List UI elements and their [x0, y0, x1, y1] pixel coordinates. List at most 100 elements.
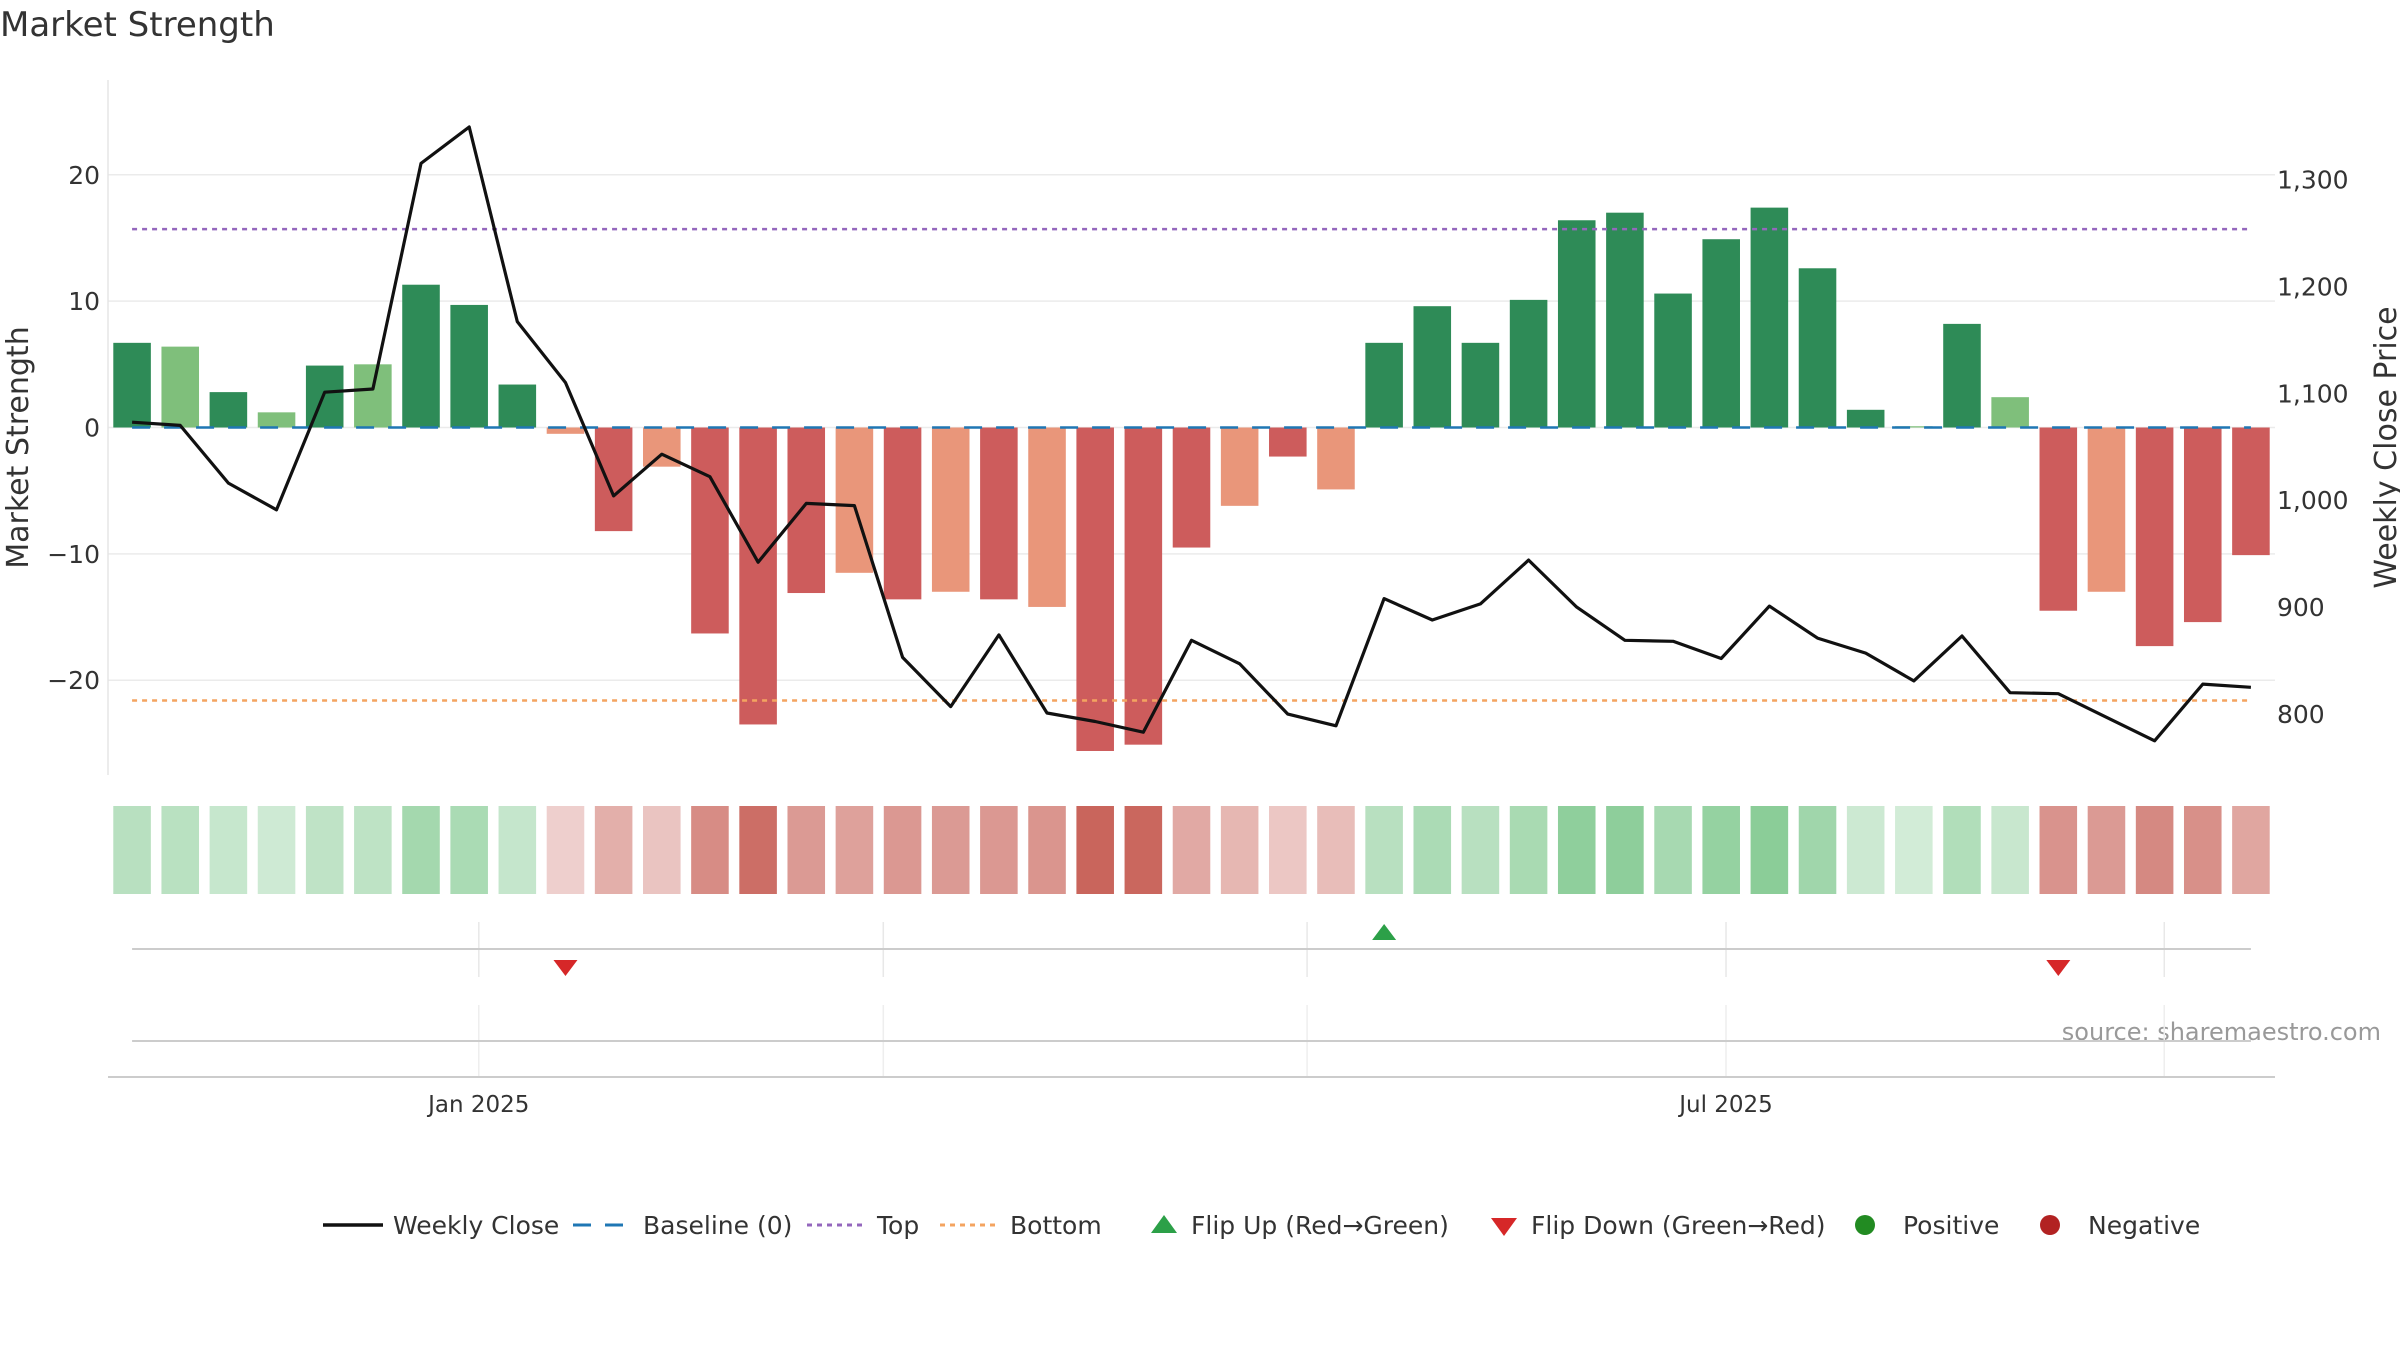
heatmap-cell	[1172, 806, 1211, 894]
weekly-close-series	[131, 125, 2252, 743]
heatmap-cell	[209, 806, 248, 894]
legend-swatch-flip-up	[1151, 1215, 1177, 1233]
strength-bar	[1846, 409, 1885, 428]
legend-label: Bottom	[1010, 1211, 1102, 1240]
flip-down-marker	[553, 960, 578, 976]
heatmap-cell	[931, 806, 970, 894]
legend-label: Top	[876, 1211, 919, 1240]
heatmap-cell	[1654, 806, 1692, 894]
legend-item-negative: Negative	[2040, 1211, 2200, 1240]
heatmap-cell	[2135, 806, 2174, 894]
strength-bar	[1076, 427, 1114, 751]
heatmap-cell	[1846, 806, 1885, 894]
strength-bar	[1750, 207, 1789, 428]
legend-item-flip_up: Flip Up (Red→Green)	[1151, 1211, 1449, 1240]
strength-bar	[113, 342, 151, 428]
flip-down-marker	[2046, 960, 2071, 976]
strength-bar	[1220, 427, 1259, 506]
heatmap-cell	[498, 806, 537, 894]
strength-bar	[2087, 427, 2126, 592]
legend-item-top: Top	[807, 1211, 919, 1240]
heatmap-cell	[305, 806, 344, 894]
legend-item-flip_down: Flip Down (Green→Red)	[1491, 1211, 1826, 1240]
strength-bar	[787, 427, 826, 594]
strength-bar	[1557, 220, 1596, 428]
heatmap-cell	[1895, 806, 1933, 894]
heatmap-cell	[354, 806, 392, 894]
strength-bar	[546, 427, 585, 434]
strength-bar	[1317, 427, 1355, 490]
y-tick-label: 0	[84, 414, 100, 443]
strength-bar	[1172, 427, 1211, 548]
y2-tick-label: 800	[2277, 700, 2325, 729]
heatmap-cell	[546, 806, 585, 894]
strength-bar	[1895, 426, 1933, 428]
strength-bar	[1798, 268, 1837, 428]
heatmap-cell	[787, 806, 826, 894]
strength-bar	[1461, 342, 1500, 428]
heatmap-cell	[594, 806, 633, 894]
weekly-close-line	[131, 125, 2252, 743]
chart-title: Market Strength	[0, 5, 275, 45]
y-tick-label: 20	[68, 161, 100, 190]
heatmap-cell	[1606, 806, 1644, 894]
strength-bar	[2039, 427, 2078, 611]
heatmap-cell	[883, 806, 922, 894]
strength-bar	[1606, 212, 1644, 428]
heatmap-cell	[257, 806, 296, 894]
strength-bar	[2232, 427, 2270, 556]
strength-bar	[594, 427, 633, 532]
strength-bar	[1509, 299, 1548, 428]
heatmap-cell	[691, 806, 729, 894]
strength-heatmap-strip	[113, 806, 2270, 894]
heatmap-cell	[1269, 806, 1307, 894]
strength-bar	[498, 384, 537, 428]
flip-up-marker	[1372, 924, 1397, 940]
legend-item-positive: Positive	[1855, 1211, 1999, 1240]
strength-bar	[1654, 293, 1692, 428]
heatmap-cell	[161, 806, 200, 894]
x-axis: Jan 2025 Jul 2025	[108, 1076, 2275, 1118]
strength-bar	[1365, 342, 1403, 428]
strength-bar	[450, 304, 488, 428]
strength-bar	[209, 392, 248, 428]
reference-lines	[132, 227, 2251, 702]
heatmap-cell	[1798, 806, 1837, 894]
y2-tick-label: 1,200	[2277, 272, 2349, 301]
strength-bar	[931, 427, 970, 592]
strength-bar	[1702, 239, 1740, 428]
legend-item-baseline: Baseline (0)	[573, 1211, 792, 1240]
heatmap-cell	[643, 806, 681, 894]
legend-label: Flip Down (Green→Red)	[1531, 1211, 1826, 1240]
y2-axis-title: Weekly Close Price	[2369, 306, 2400, 588]
y-axis-title: Market Strength	[1, 326, 36, 568]
strength-bars	[113, 207, 2270, 751]
strength-bar	[1028, 427, 1066, 607]
axes: −20 −10 0 10 20 800 900 1,000 1,100 1,200 1,300 Mar…	[1, 80, 2400, 775]
legend-swatch-flip-down	[1491, 1218, 1517, 1236]
legend-label: Positive	[1903, 1211, 1999, 1240]
strength-bar	[1943, 323, 1981, 428]
heatmap-cell	[2232, 806, 2270, 894]
x-tick-label: Jul 2025	[1677, 1092, 1773, 1118]
strength-bar	[402, 284, 440, 428]
strength-bar	[691, 427, 729, 634]
heatmap-cell	[1557, 806, 1596, 894]
heatmap-cell	[2087, 806, 2126, 894]
strength-bar	[883, 427, 922, 600]
strength-bar	[1413, 306, 1452, 428]
heatmap-cell	[2183, 806, 2222, 894]
heatmap-cell	[2039, 806, 2078, 894]
heatmap-cell	[1365, 806, 1403, 894]
legend-swatch-positive	[1855, 1215, 1875, 1235]
heatmap-cell	[113, 806, 151, 894]
legend: Weekly Close Baseline (0) Top Bottom Flip Up…	[323, 1211, 2200, 1240]
strength-bar	[161, 346, 200, 428]
y-tick-label: −10	[47, 540, 100, 569]
legend-item-close: Weekly Close	[323, 1211, 559, 1240]
strength-bar	[1269, 427, 1307, 457]
strength-bar	[2183, 427, 2222, 623]
heatmap-cell	[1702, 806, 1740, 894]
